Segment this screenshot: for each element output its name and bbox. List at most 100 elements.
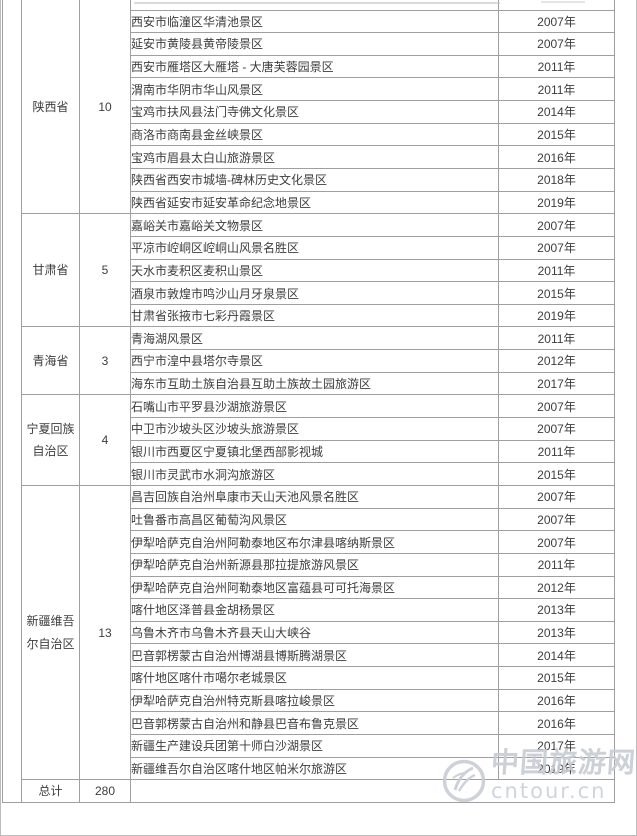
- table-row: 西安市雁塔区大雁塔 - 大唐芙蓉园景区 2011年: [3, 54, 615, 79]
- scenic-area-name-cell: 银川市西夏区宁夏镇北堡西部影视城: [130, 439, 499, 464]
- table-row: 宝鸡市扶风县法门寺佛文化景区 2014年: [3, 100, 615, 124]
- year-cell: 2015年: [498, 462, 615, 486]
- year-cell: 2015年: [498, 281, 615, 305]
- table-row: 巴音郭楞蒙古自治州和静县巴音布鲁克景区 2016年: [3, 711, 615, 735]
- scenic-area-name-cell: 巴音郭楞蒙古自治州和静县巴音布鲁克景区: [130, 711, 499, 735]
- table-row: 伊犁哈萨克自治州阿勒泰地区布尔津县喀纳斯景区 2007年: [3, 530, 615, 554]
- year-cell: 2016年: [498, 145, 615, 169]
- scenic-area-table-body: 陕西省 10 西安市临潼区华清池景区 2007年 延安市黄陵县黄帝陵景区 2007年 西安市…: [2, 0, 615, 804]
- year-cell: 2014年: [498, 643, 615, 668]
- year-cell: 2015年: [498, 122, 615, 147]
- scenic-area-name-cell: 乌鲁木齐市乌鲁木齐县天山大峡谷: [130, 620, 499, 645]
- scenic-area-name-cell: 石嘴山市平罗县沙湖旅游景区: [130, 394, 499, 419]
- table-row: 酒泉市敦煌市鸣沙山月牙泉景区 2015年: [3, 281, 615, 305]
- scenic-area-table: 陕西省 10 西安市临潼区华清池景区 2007年 延安市黄陵县黄帝陵景区 2007年 西安市…: [2, 0, 615, 804]
- total-empty-cell: [130, 779, 615, 804]
- year-cell: 2019年: [498, 303, 615, 328]
- scenic-area-name-cell: 陕西省延安市延安革命纪念地景区: [130, 190, 499, 215]
- table-row: 银川市灵武市水洞沟旅游区 2015年: [3, 462, 615, 486]
- scenic-area-name-cell: 伊犁哈萨克自治州阿勒泰地区布尔津县喀纳斯景区: [130, 530, 499, 554]
- year-cell: 2015年: [498, 666, 615, 690]
- scenic-area-name-cell: 宝鸡市眉县太白山旅游景区: [130, 145, 499, 169]
- year-cell: 2007年: [498, 417, 615, 441]
- year-cell: 2018年: [498, 167, 615, 192]
- scenic-area-name-cell: 平凉市崆峒区崆峒山风景名胜区: [130, 235, 499, 260]
- year-cell: [498, 0, 615, 11]
- year-cell: 2013年: [498, 620, 615, 645]
- year-cell: 2011年: [498, 54, 615, 79]
- scenic-area-name-cell: 嘉峪关市嘉峪关文物景区: [130, 213, 499, 237]
- scenic-area-name-cell: 宝鸡市扶风县法门寺佛文化景区: [130, 100, 499, 124]
- year-cell: 2011年: [498, 326, 615, 351]
- table-row: 新疆维吾尔自治区喀什地区帕米尔旅游区 2019年: [3, 756, 615, 781]
- table-row: 天水市麦积区麦积山景区 2011年: [3, 258, 615, 283]
- scenic-area-name-cell: 酒泉市敦煌市鸣沙山月牙泉景区: [130, 281, 499, 305]
- year-cell: 2014年: [498, 100, 615, 124]
- count-cell: 13: [79, 484, 131, 781]
- count-cell: 10: [79, 0, 131, 215]
- year-cell: 2019年: [498, 190, 615, 215]
- province-cell: 新疆维吾尔自治区: [21, 484, 80, 781]
- year-cell: 2007年: [498, 235, 615, 260]
- scenic-area-name-cell: 渭南市华阴市华山风景区: [130, 77, 499, 102]
- scenic-area-name-cell: 昌吉回族自治州阜康市天山天池风景名胜区: [130, 484, 499, 509]
- year-cell: 2019年: [498, 756, 615, 781]
- province-cell: 甘肃省: [21, 213, 80, 328]
- year-cell: 2007年: [498, 530, 615, 554]
- table-row: 青海省 3 青海湖风景区 2011年: [3, 326, 615, 396]
- table-row: 陕西省 10: [2, 0, 615, 804]
- year-cell: 2012年: [498, 575, 615, 600]
- table-row: 总计 280: [3, 779, 615, 804]
- scenic-area-name-cell: 吐鲁番市高昌区葡萄沟风景区: [130, 507, 499, 532]
- province-cell: 青海省: [21, 326, 80, 396]
- scenic-area-name-cell: 伊犁哈萨克自治州新源县那拉提旅游风景区: [130, 552, 499, 577]
- scenic-area-name-cell: 甘肃省张掖市七彩丹霞景区: [130, 303, 499, 328]
- total-label-cell: 总计: [21, 779, 80, 804]
- year-cell: 2011年: [498, 552, 615, 577]
- year-cell: 2007年: [498, 394, 615, 419]
- table-row: 甘肃省张掖市七彩丹霞景区 2019年: [3, 303, 615, 328]
- year-cell: 2011年: [498, 77, 615, 102]
- year-cell: 2012年: [498, 349, 615, 373]
- table-row: 新疆维吾尔自治区 13 昌吉回族自治州阜康市天山天池风景名胜区 2007年: [3, 484, 615, 781]
- year-cell: 2016年: [498, 711, 615, 735]
- count-cell: 4: [79, 394, 131, 486]
- year-cell: 2007年: [498, 9, 615, 34]
- scenic-area-name-cell: 海东市互助土族自治县互助土族故土园旅游区: [130, 371, 499, 396]
- scenic-area-name-cell: 伊犁哈萨克自治州特克斯县喀拉峻景区: [130, 688, 499, 713]
- table-row: 宝鸡市眉县太白山旅游景区 2016年: [3, 145, 615, 169]
- table-row: 新疆生产建设兵团第十师白沙湖景区 2017年: [3, 734, 615, 758]
- count-cell: 5: [79, 213, 131, 328]
- scenic-area-name-cell: 喀什地区喀什市噶尔老城景区: [130, 666, 499, 690]
- table-row: 巴音郭楞蒙古自治州博湖县博斯腾湖景区 2014年: [3, 643, 615, 668]
- scenic-area-name-cell: 天水市麦积区麦积山景区: [130, 258, 499, 283]
- year-cell: 2007年: [498, 507, 615, 532]
- year-cell: 2013年: [498, 598, 615, 622]
- table-row: 陕西省延安市延安革命纪念地景区 2019年: [3, 190, 615, 215]
- table-row: 银川市西夏区宁夏镇北堡西部影视城 2011年: [3, 439, 615, 464]
- count-cell: 3: [79, 326, 131, 396]
- year-cell: 2007年: [498, 484, 615, 509]
- table-row: 陕西省西安市城墙-碑林历史文化景区 2018年: [3, 167, 615, 192]
- scenic-area-name-cell: 新疆维吾尔自治区喀什地区帕米尔旅游区: [130, 756, 499, 781]
- scenic-area-name-cell: 商洛市商南县金丝峡景区: [130, 122, 499, 147]
- scenic-area-name-cell: 西宁市湟中县塔尔寺景区: [130, 349, 499, 373]
- province-cell: 陕西省: [21, 0, 80, 215]
- table-row: 吐鲁番市高昌区葡萄沟风景区 2007年: [3, 507, 615, 532]
- table-row: 甘肃省 5 嘉峪关市嘉峪关文物景区 2007年: [3, 213, 615, 328]
- table-row: 平凉市崆峒区崆峒山风景名胜区 2007年: [3, 235, 615, 260]
- table-row: 伊犁哈萨克自治州特克斯县喀拉峻景区 2016年: [3, 688, 615, 713]
- scenic-area-name-cell: 陕西省西安市城墙-碑林历史文化景区: [130, 167, 499, 192]
- year-cell: 2017年: [498, 371, 615, 396]
- scenic-area-name-cell: 新疆生产建设兵团第十师白沙湖景区: [130, 734, 499, 758]
- scenic-area-name-cell: 西安市雁塔区大雁塔 - 大唐芙蓉园景区: [130, 54, 499, 79]
- empty-left-column-cell: [2, 0, 22, 804]
- table-row: 宁夏回族自治区 4 石嘴山市平罗县沙湖旅游景区 2007年: [3, 394, 615, 486]
- year-cell: 2007年: [498, 213, 615, 237]
- scenic-area-name-cell: 巴音郭楞蒙古自治州博湖县博斯腾湖景区: [130, 643, 499, 668]
- total-count-cell: 280: [79, 779, 131, 804]
- scenic-area-name-cell: 青海湖风景区: [130, 326, 499, 351]
- scenic-area-name-cell: 西安市临潼区华清池景区: [130, 9, 499, 34]
- province-cell: 宁夏回族自治区: [21, 394, 80, 486]
